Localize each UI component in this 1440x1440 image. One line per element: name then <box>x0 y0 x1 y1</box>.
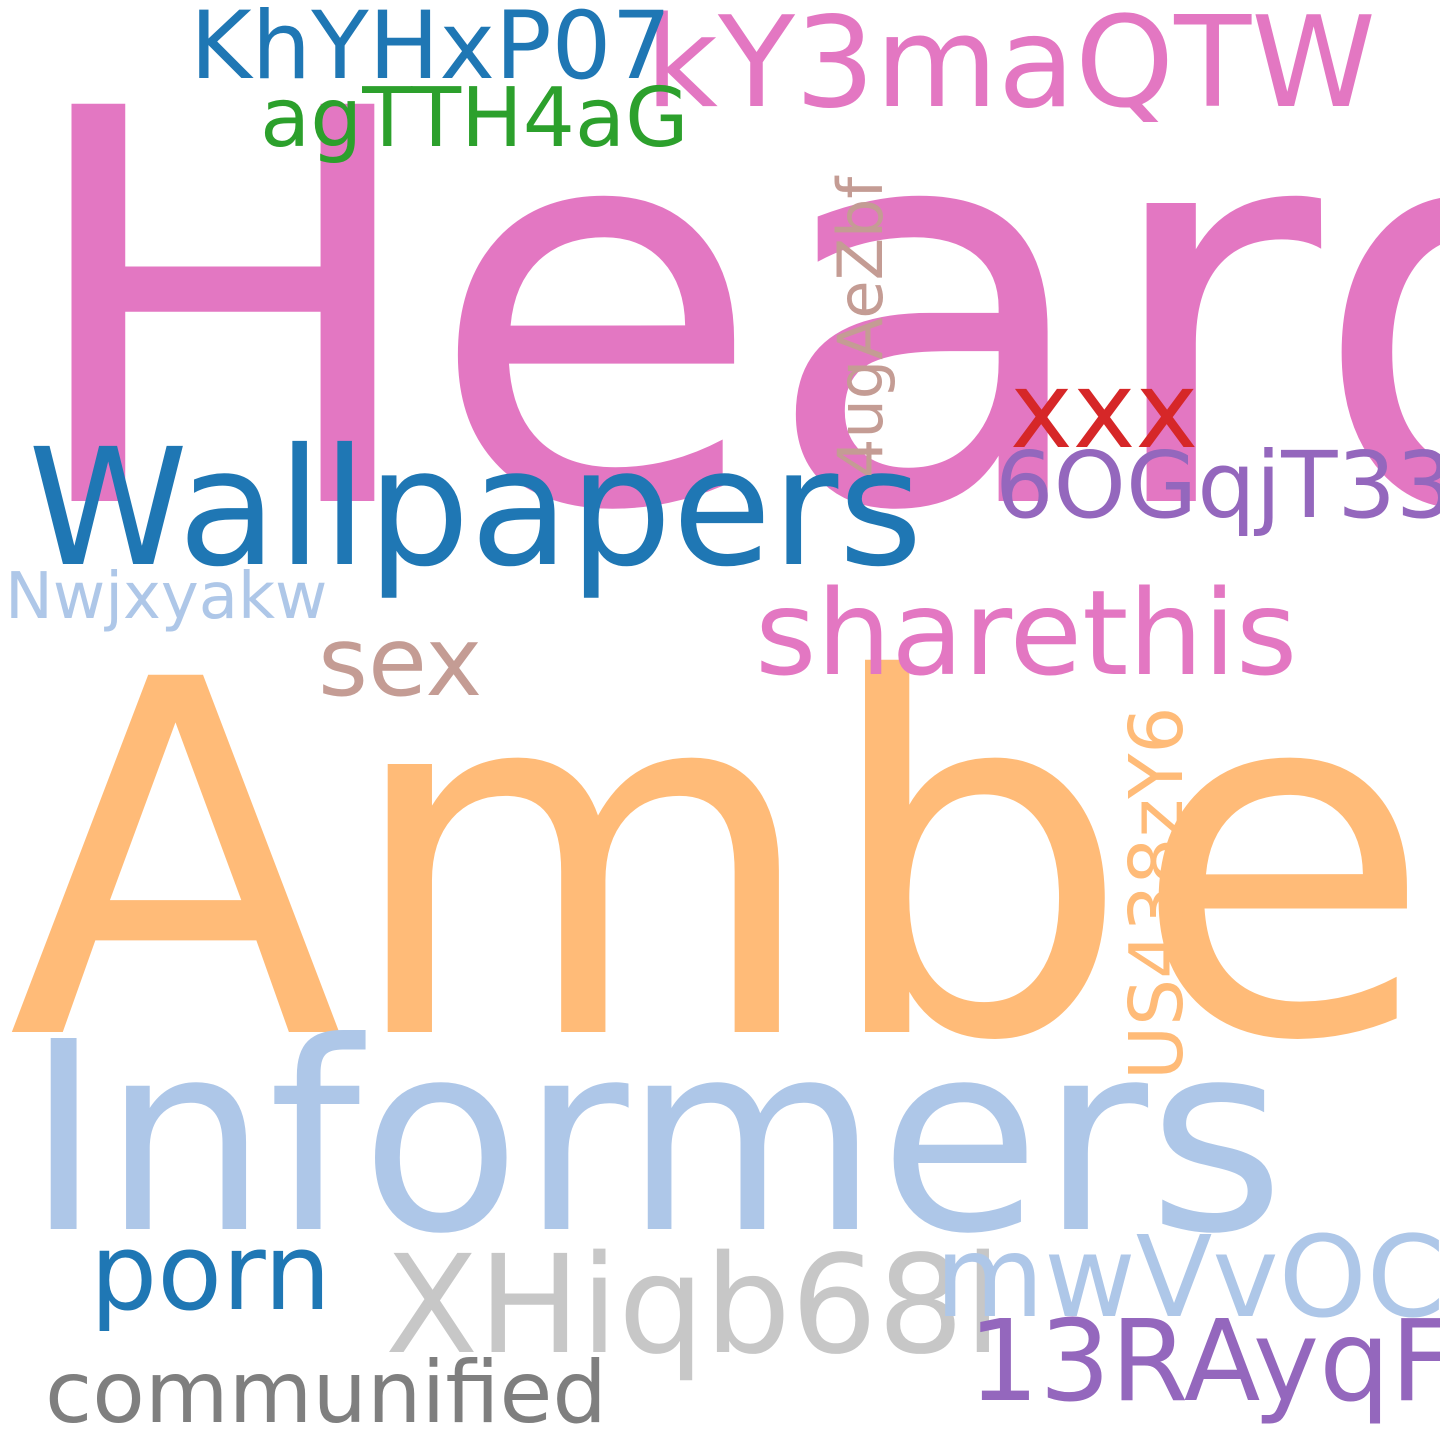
word-13rayqf4: 13RAyqF4 <box>968 1306 1440 1418</box>
word-4ugaezbf: 4ugAeZbf <box>830 177 892 478</box>
word-us438zy6: US438zY6 <box>1120 706 1194 1080</box>
word-nwjxyakw: Nwjxyakw <box>5 565 327 629</box>
word-porn: porn <box>90 1220 331 1326</box>
word-6ogqjt33: 6OGqjT33 <box>995 440 1440 532</box>
word-sharethis: sharethis <box>755 574 1297 692</box>
word-sex: sex <box>318 614 482 710</box>
word-agtth4ag: agTTH4aG <box>260 78 689 160</box>
word-ky3maqtw: kY3maQTW <box>645 0 1376 126</box>
word-communified: communified <box>45 1350 607 1436</box>
